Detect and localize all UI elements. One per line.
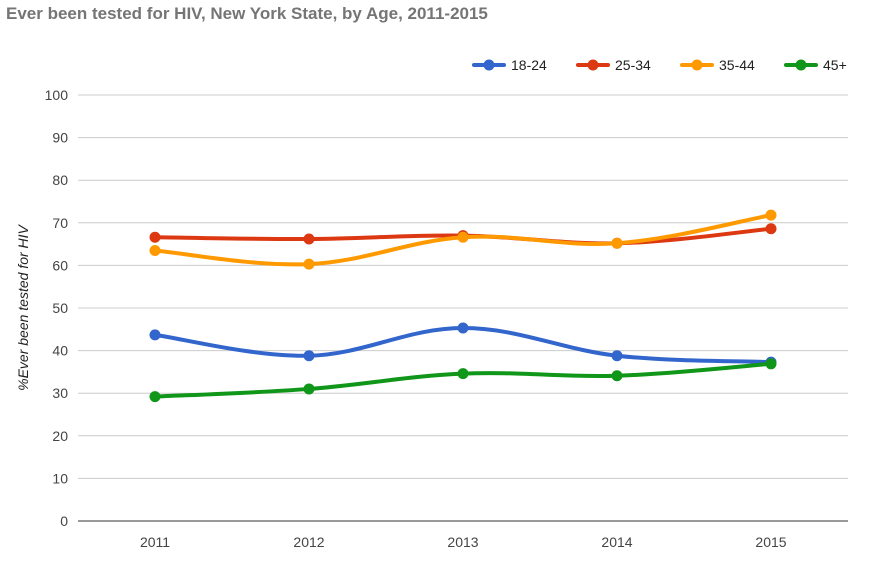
data-point[interactable]	[765, 209, 777, 221]
x-tick-label: 2013	[447, 534, 478, 550]
legend-swatch-dot	[587, 59, 599, 71]
y-tick-label: 30	[52, 385, 68, 401]
x-tick-label: 2012	[293, 534, 324, 550]
legend-item: 18-24	[472, 57, 547, 73]
data-point[interactable]	[149, 329, 161, 341]
series-lines	[149, 209, 777, 403]
data-point[interactable]	[149, 244, 161, 256]
legend-item: 45+	[784, 57, 847, 73]
x-tick-label: 2014	[601, 534, 632, 550]
data-point[interactable]	[303, 383, 315, 395]
data-point[interactable]	[611, 350, 623, 362]
data-point[interactable]	[611, 237, 623, 249]
series-45+	[149, 358, 777, 403]
y-axis-label: %Ever been tested for HIV	[15, 223, 31, 390]
data-point[interactable]	[303, 350, 315, 362]
y-axis-ticks: 0 10 20 30 40 50 60 70 80 90 100	[45, 87, 69, 529]
data-point[interactable]	[149, 231, 161, 243]
y-tick-label: 100	[45, 87, 69, 103]
y-tick-label: 70	[52, 215, 68, 231]
y-tick-label: 20	[52, 428, 68, 444]
legend-label: 35-44	[719, 57, 755, 73]
data-point[interactable]	[611, 370, 623, 382]
legend-swatch-dot	[795, 59, 807, 71]
data-point[interactable]	[765, 223, 777, 235]
series-18-24	[149, 322, 777, 368]
y-tick-label: 50	[52, 300, 68, 316]
y-tick-label: 10	[52, 470, 68, 486]
legend-label: 45+	[823, 57, 847, 73]
data-point[interactable]	[303, 258, 315, 270]
y-tick-label: 80	[52, 172, 68, 188]
legend-item: 35-44	[680, 57, 755, 73]
series-35-44	[149, 209, 777, 270]
legend-label: 18-24	[511, 57, 547, 73]
y-tick-label: 0	[60, 513, 68, 529]
legend-item: 25-34	[576, 57, 651, 73]
x-axis-ticks: 2011 2012 2013 2014 2015	[140, 534, 787, 550]
x-tick-label: 2015	[755, 534, 786, 550]
chart-title: Ever been tested for HIV, New York State…	[6, 4, 488, 23]
y-tick-label: 40	[52, 343, 68, 359]
data-point[interactable]	[149, 391, 161, 403]
data-point[interactable]	[765, 358, 777, 370]
legend: 18-24 25-34 35-44 45+	[472, 57, 847, 73]
data-point[interactable]	[457, 322, 469, 334]
gridlines	[78, 94, 848, 522]
data-point[interactable]	[303, 233, 315, 245]
y-tick-label: 90	[52, 130, 68, 146]
data-point[interactable]	[457, 368, 469, 380]
y-tick-label: 60	[52, 257, 68, 273]
legend-swatch-dot	[483, 59, 495, 71]
x-tick-label: 2011	[140, 534, 170, 550]
legend-swatch-dot	[691, 59, 703, 71]
legend-label: 25-34	[615, 57, 651, 73]
data-point[interactable]	[457, 231, 469, 243]
